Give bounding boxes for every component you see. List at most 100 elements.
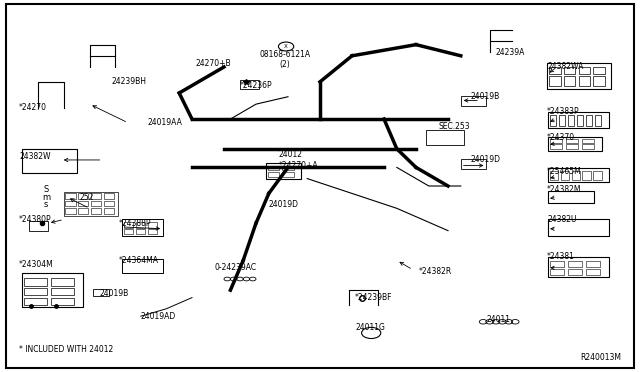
Bar xyxy=(568,115,574,126)
Bar xyxy=(566,139,578,143)
Text: 08168-6121A
(2): 08168-6121A (2) xyxy=(259,50,310,69)
Bar xyxy=(91,193,101,199)
Bar xyxy=(124,229,133,234)
Text: m: m xyxy=(42,193,50,202)
Bar xyxy=(136,229,145,234)
Bar xyxy=(282,172,294,177)
Text: 24019B: 24019B xyxy=(470,92,500,101)
Bar xyxy=(566,144,578,149)
Bar xyxy=(24,278,47,286)
Text: s: s xyxy=(44,200,48,209)
Text: 24019D: 24019D xyxy=(470,155,500,164)
Bar xyxy=(549,67,561,74)
Text: 24019AD: 24019AD xyxy=(141,312,176,321)
Text: 24382WA: 24382WA xyxy=(547,62,584,71)
Bar xyxy=(568,269,582,275)
Bar xyxy=(593,171,602,180)
Text: *24380P: *24380P xyxy=(19,215,52,224)
Text: *24381: *24381 xyxy=(547,252,575,261)
Text: 24239A: 24239A xyxy=(496,48,525,57)
Bar xyxy=(22,149,77,173)
Bar xyxy=(104,208,114,214)
Bar xyxy=(548,219,609,236)
Bar xyxy=(268,172,279,177)
Bar xyxy=(548,168,609,182)
Bar xyxy=(148,229,157,234)
Text: 24011G: 24011G xyxy=(355,323,385,332)
Text: *24304M: *24304M xyxy=(19,260,54,269)
Bar xyxy=(148,222,157,228)
Text: *24383P: *24383P xyxy=(547,107,580,116)
Bar xyxy=(550,144,562,149)
Bar xyxy=(549,76,561,86)
Text: * INCLUDED WITH 24012: * INCLUDED WITH 24012 xyxy=(19,345,113,354)
Bar xyxy=(550,171,558,180)
Bar xyxy=(22,273,83,307)
Text: 24019AA: 24019AA xyxy=(147,118,182,127)
Bar xyxy=(104,201,114,206)
Bar xyxy=(461,159,486,169)
Bar xyxy=(65,201,76,206)
Bar xyxy=(568,261,582,267)
Text: 252: 252 xyxy=(80,193,94,202)
Bar xyxy=(548,257,609,277)
Bar xyxy=(78,201,88,206)
Bar xyxy=(268,166,279,170)
Bar xyxy=(122,259,163,273)
Bar xyxy=(548,112,609,128)
Text: *25465M: *25465M xyxy=(547,167,582,176)
Bar xyxy=(78,208,88,214)
Bar xyxy=(586,115,592,126)
Bar xyxy=(564,76,575,86)
Bar xyxy=(579,76,590,86)
Bar xyxy=(240,80,259,89)
Text: 24382W: 24382W xyxy=(19,152,51,161)
Text: *24370: *24370 xyxy=(547,133,575,142)
Bar xyxy=(559,115,565,126)
Bar xyxy=(547,63,611,89)
Bar xyxy=(51,298,74,305)
Text: 24239BH: 24239BH xyxy=(112,77,147,86)
Bar xyxy=(65,193,76,199)
Text: R240013M: R240013M xyxy=(580,353,621,362)
Bar xyxy=(593,67,605,74)
Text: 24270+B: 24270+B xyxy=(195,59,231,68)
Bar xyxy=(586,269,600,275)
Bar xyxy=(577,115,583,126)
Text: *24236P: *24236P xyxy=(240,81,273,90)
Text: 24019B: 24019B xyxy=(99,289,129,298)
Text: *24382R: *24382R xyxy=(419,267,452,276)
Text: *24388P: *24388P xyxy=(118,219,151,228)
Bar xyxy=(91,201,101,206)
Bar xyxy=(136,222,145,228)
Bar xyxy=(582,171,591,180)
Text: *24239BF: *24239BF xyxy=(355,293,393,302)
Bar xyxy=(24,298,47,305)
Bar xyxy=(93,289,109,296)
Bar xyxy=(65,208,76,214)
Bar xyxy=(78,193,88,199)
Bar xyxy=(461,96,486,106)
Bar xyxy=(122,219,163,236)
Bar xyxy=(426,130,464,145)
Bar xyxy=(582,144,594,149)
Bar xyxy=(572,171,580,180)
Bar xyxy=(548,137,602,151)
Bar xyxy=(550,261,564,267)
Bar xyxy=(593,76,605,86)
Bar xyxy=(51,288,74,295)
Bar xyxy=(595,115,601,126)
Bar xyxy=(550,139,562,143)
Bar xyxy=(64,192,118,216)
Text: *24382M: *24382M xyxy=(547,185,582,194)
Bar xyxy=(564,67,575,74)
Text: 0-24239AC: 0-24239AC xyxy=(214,263,257,272)
Bar xyxy=(51,278,74,286)
Bar xyxy=(104,193,114,199)
Bar xyxy=(586,261,600,267)
Text: 24019D: 24019D xyxy=(269,200,299,209)
Bar xyxy=(91,208,101,214)
Text: X: X xyxy=(284,44,288,49)
Text: *24364MA: *24364MA xyxy=(118,256,159,265)
Text: *24270: *24270 xyxy=(19,103,47,112)
